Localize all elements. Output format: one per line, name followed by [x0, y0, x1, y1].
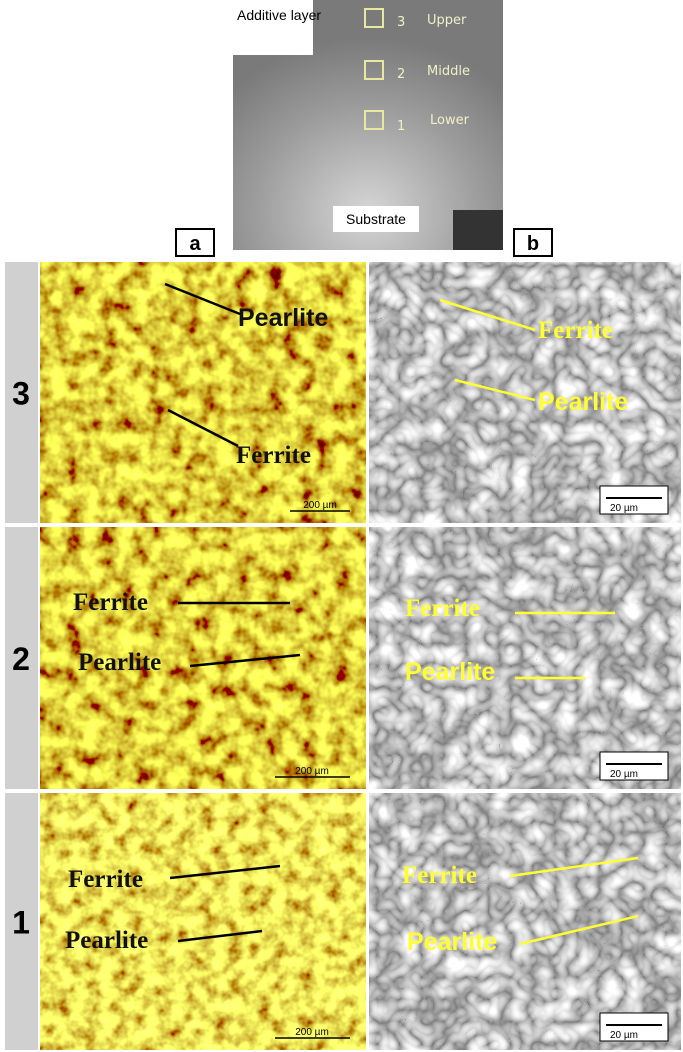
scale-label: 20 µm: [610, 503, 638, 514]
rows: 3 Pearlite Ferrite Ferrite Pearlite 200 µm 20 …: [5, 262, 681, 1050]
annotation-label: Pearlite: [238, 304, 328, 332]
row-label: 1: [12, 905, 30, 941]
annotation-label: Pearlite: [407, 928, 497, 956]
page: Additive layer Substrate 3 Upper 2 Middl…: [0, 0, 683, 1052]
annotation-label: Ferrite: [68, 866, 143, 893]
marker-label: Lower: [430, 113, 470, 128]
marker-number: 1: [397, 119, 405, 134]
column-label: a: [189, 233, 201, 255]
annotation-label: Pearlite: [538, 388, 628, 416]
column-label: b: [527, 233, 539, 255]
scale-label: 20 µm: [610, 1030, 638, 1041]
annotation-label: Pearlite: [405, 658, 495, 686]
figure: Additive layer Substrate 3 Upper 2 Middl…: [0, 0, 683, 1052]
marker-number: 2: [397, 67, 405, 82]
marker-label: Upper: [427, 13, 467, 28]
sem-image: [369, 262, 681, 523]
scale-label: 200 µm: [295, 766, 329, 777]
scale-label: 200 µm: [295, 1027, 329, 1038]
annotation-label: Ferrite: [73, 589, 148, 616]
annotation-label: Ferrite: [402, 862, 477, 889]
annotation-label: Ferrite: [538, 317, 613, 344]
row-label: 3: [12, 376, 30, 412]
optical-image: [40, 793, 366, 1050]
row-label: 2: [12, 641, 30, 677]
annotation-label: Ferrite: [405, 595, 480, 622]
annotation-label: Ferrite: [236, 442, 311, 469]
sem-image: [369, 793, 681, 1050]
annotation-label: Pearlite: [65, 927, 148, 954]
marker-label: Middle: [427, 64, 470, 79]
substrate-label: Substrate: [346, 211, 406, 227]
optical-image: [40, 262, 366, 523]
scale-label: 200 µm: [303, 500, 337, 511]
overview: Additive layer Substrate 3 Upper 2 Middl…: [233, 0, 503, 250]
annotation-label: Pearlite: [78, 649, 161, 676]
scale-label: 20 µm: [610, 769, 638, 780]
additive-text: Additive layer: [237, 7, 321, 23]
additive-label: Additive layer: [237, 7, 321, 23]
overview-edge: [453, 210, 503, 250]
marker-number: 3: [397, 15, 405, 30]
